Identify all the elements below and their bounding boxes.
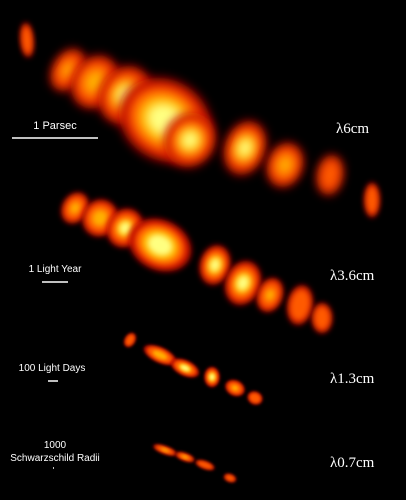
- emission-blob: [225, 474, 235, 482]
- scale-label: 1 Light Year: [29, 264, 82, 275]
- emission-blob: [249, 392, 261, 404]
- emission-blob: [147, 234, 173, 256]
- emission-blob: [209, 258, 221, 272]
- emission-blob: [69, 201, 81, 215]
- emission-blob: [152, 350, 168, 360]
- emission-blob: [181, 455, 189, 459]
- scale-label: 1 Parsec: [33, 120, 77, 132]
- emission-blob: [197, 461, 213, 469]
- emission-blob: [125, 334, 135, 346]
- emission-blob: [231, 385, 239, 391]
- emission-blob: [61, 62, 75, 78]
- wavelength-label: λ3.6cm: [330, 268, 375, 284]
- emission-blob: [119, 221, 131, 235]
- wavelength-label: λ1.3cm: [330, 371, 375, 387]
- emission-blob: [160, 448, 170, 452]
- emission-blob: [209, 373, 215, 381]
- emission-blob: [21, 26, 33, 54]
- emission-blob: [289, 289, 311, 321]
- scale-label: 100 Light Days: [19, 363, 86, 374]
- emission-blob: [237, 138, 253, 158]
- emission-blob: [265, 288, 275, 302]
- wavelength-label: λ6cm: [336, 121, 369, 137]
- jet-emission: [20, 22, 380, 483]
- scale-label: Schwarzschild Radii: [10, 453, 99, 464]
- emission-blob: [181, 130, 199, 150]
- emission-blob: [366, 186, 378, 214]
- emission-blob: [319, 159, 341, 191]
- emission-blob: [180, 365, 190, 371]
- emission-blob: [314, 306, 330, 330]
- wavelength-label: λ0.7cm: [330, 455, 375, 471]
- emission-blob: [91, 209, 109, 227]
- emission-blob: [277, 155, 293, 175]
- scale-bars: [12, 137, 98, 469]
- emission-blob: [84, 70, 106, 94]
- emission-blob: [236, 275, 250, 291]
- scale-label: 1000: [44, 440, 67, 451]
